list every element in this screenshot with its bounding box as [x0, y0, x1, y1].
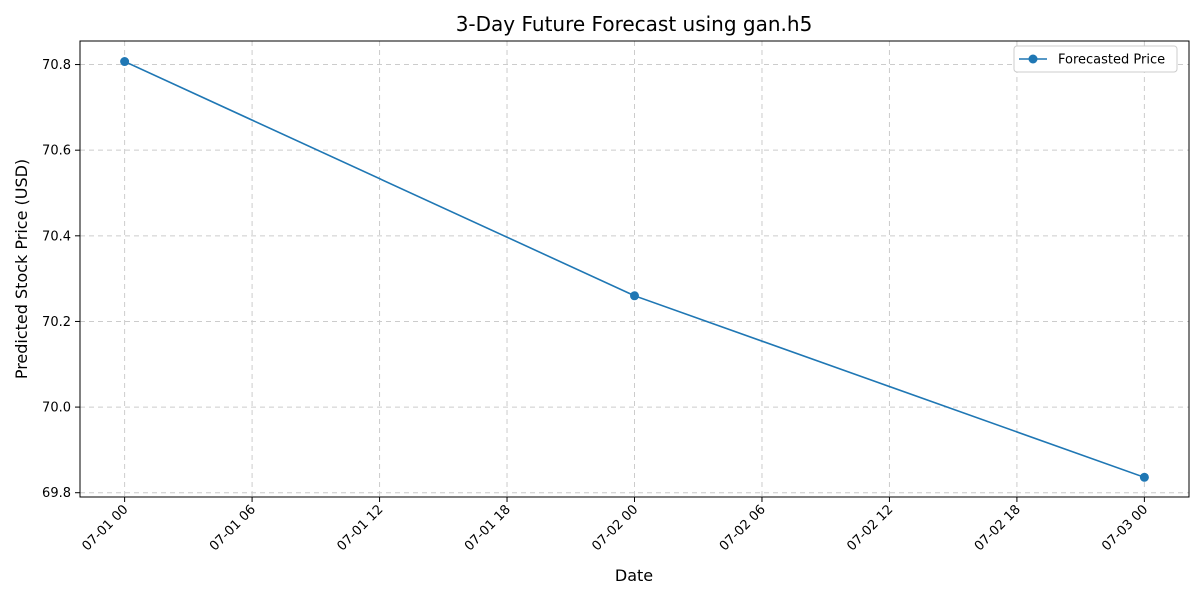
y-tick-label: 69.8	[42, 486, 71, 501]
x-axis-label: Date	[615, 566, 653, 585]
legend-box	[1013, 45, 1178, 73]
y-tick-label: 70.0	[42, 401, 71, 416]
chart-title: 3-Day Future Forecast using gan.h5	[456, 12, 813, 36]
grid-layer	[80, 41, 1189, 497]
data-point	[630, 291, 639, 301]
y-axis-label: Predicted Stock Price (USD)	[12, 159, 31, 379]
data-point	[120, 57, 130, 67]
data-point	[1139, 472, 1149, 482]
y-tick-label: 70.2	[42, 315, 71, 330]
legend-label: Forecasted Price	[1058, 53, 1165, 68]
legend: Forecasted Price	[1013, 45, 1178, 73]
series-layer	[120, 57, 1149, 482]
legend-marker-swatch	[1028, 54, 1038, 64]
y-tick-label: 70.8	[42, 58, 71, 73]
y-tick-label: 70.6	[42, 144, 71, 159]
y-tick-label: 70.4	[42, 229, 71, 244]
